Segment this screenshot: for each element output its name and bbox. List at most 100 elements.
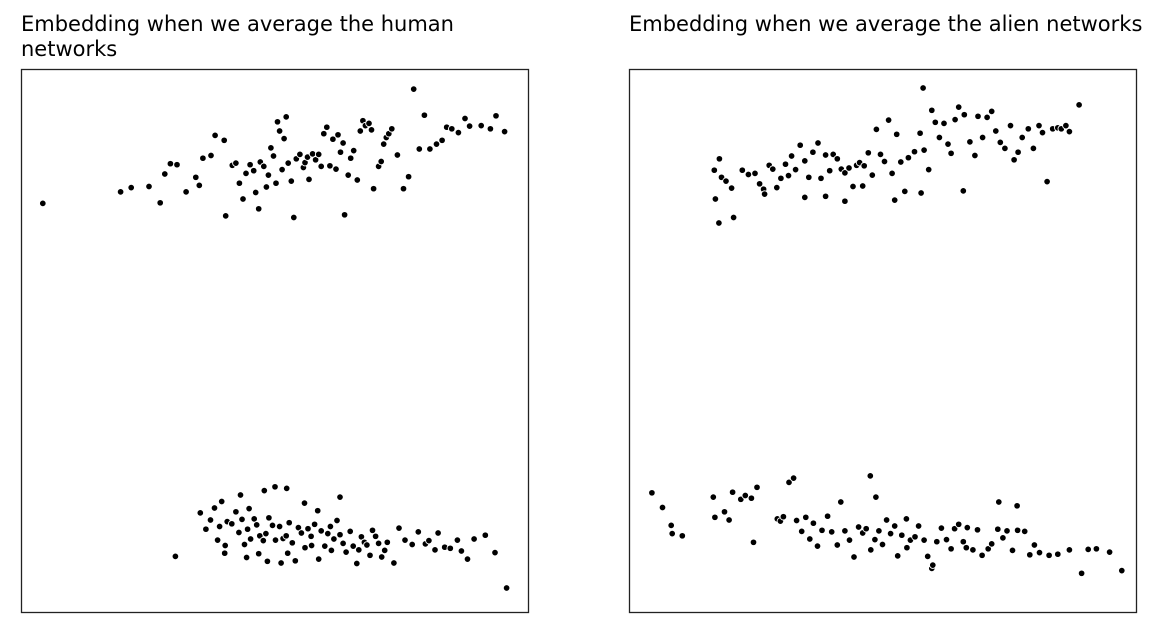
- scatter-point: [173, 160, 181, 169]
- scatter-point: [305, 175, 313, 184]
- scatter-point: [420, 111, 429, 119]
- scatter-point: [1024, 125, 1033, 133]
- scatter-point: [238, 515, 246, 524]
- scatter-point: [809, 519, 818, 527]
- scatter-point: [787, 152, 796, 160]
- scatter-point: [722, 177, 730, 185]
- scatter-point: [821, 192, 830, 201]
- scatter-point: [461, 114, 469, 123]
- scatter-point: [116, 188, 125, 196]
- scatter-point: [1092, 545, 1101, 553]
- scatter-point: [1006, 121, 1015, 130]
- scatter-point: [448, 125, 456, 133]
- scatter-point: [349, 542, 357, 550]
- scatter-points: [39, 85, 511, 592]
- scatter-point: [252, 521, 261, 529]
- scatter-point: [784, 171, 793, 180]
- scatter-point: [192, 173, 200, 182]
- scatter-point: [789, 474, 798, 482]
- scatter-point: [996, 138, 1005, 147]
- scatter-point: [751, 169, 759, 178]
- scatter-point: [1054, 550, 1062, 558]
- scatter-point: [744, 170, 753, 179]
- scatter-point: [220, 136, 228, 145]
- scatter-point: [366, 551, 374, 560]
- scatter-point: [242, 169, 250, 178]
- scatter-point: [446, 544, 455, 553]
- scatter-point: [277, 559, 285, 567]
- scatter-point: [273, 118, 282, 126]
- scatter-point: [283, 549, 292, 557]
- scatter-point: [221, 212, 230, 220]
- scatter-point: [890, 522, 899, 530]
- scatter-point: [327, 546, 336, 555]
- scatter-point: [963, 523, 972, 532]
- scatter-point: [1045, 551, 1053, 560]
- scatter-point: [326, 522, 335, 531]
- scatter-point: [323, 123, 331, 131]
- scatter-point: [500, 127, 509, 136]
- scatter-point: [353, 176, 362, 184]
- scatter-point: [374, 539, 383, 548]
- scatter-point: [245, 504, 253, 513]
- scatter-point: [814, 139, 822, 147]
- scatter-point: [314, 555, 323, 563]
- scatter-point: [275, 127, 284, 135]
- scatter-point: [259, 536, 268, 545]
- scatter-point: [1038, 128, 1047, 137]
- scatter-point: [262, 183, 271, 191]
- scatter-point: [320, 129, 328, 138]
- scatter-point: [330, 535, 338, 543]
- scatter-point: [399, 184, 408, 193]
- scatter-point: [1029, 144, 1038, 153]
- scatter-point: [355, 546, 363, 554]
- scatter-point: [667, 521, 675, 530]
- scatter-point: [271, 536, 280, 544]
- scatter-point: [973, 526, 982, 534]
- scatter-point: [917, 189, 925, 197]
- scatter-point: [409, 85, 418, 93]
- scatter-point: [954, 103, 963, 111]
- scatter-point: [994, 525, 1002, 533]
- scatter-point: [296, 150, 304, 159]
- scatter-point: [860, 162, 868, 170]
- scatter-point: [833, 541, 842, 549]
- scatter-point: [769, 165, 777, 173]
- scatter-point: [339, 139, 347, 147]
- scatter-point: [228, 520, 236, 528]
- scatter-point: [453, 536, 462, 544]
- scatter-point: [431, 546, 439, 554]
- scatter-point: [202, 525, 210, 533]
- scatter-point: [272, 179, 280, 187]
- scatter-point: [145, 182, 153, 191]
- scatter-point: [481, 531, 490, 539]
- scatter-point: [340, 211, 349, 219]
- scatter-point: [886, 529, 895, 538]
- scatter-point: [904, 153, 913, 162]
- scatter-point: [962, 543, 971, 552]
- scatter-point: [841, 527, 849, 535]
- scatter-point: [156, 199, 164, 207]
- scatter-point: [336, 148, 345, 156]
- scatter-point: [287, 177, 296, 185]
- scatter-point: [280, 134, 288, 143]
- scatter-point: [715, 219, 723, 227]
- scatter-point: [314, 150, 323, 159]
- scatter-point: [267, 144, 275, 152]
- scatter-point: [872, 125, 881, 134]
- scatter-point: [329, 135, 337, 143]
- scatter-point: [999, 534, 1007, 542]
- scatter-point: [232, 159, 240, 167]
- scatter-point: [668, 529, 676, 538]
- scatter-point: [878, 540, 887, 549]
- scatter-point: [454, 128, 463, 137]
- scatter-point: [951, 115, 959, 124]
- scatter-point: [802, 513, 810, 522]
- scatter-point: [393, 151, 402, 159]
- scatter-point: [813, 542, 822, 550]
- scatter-point: [368, 526, 377, 535]
- scatter-point: [868, 171, 877, 179]
- scatter-point: [940, 119, 948, 128]
- scatter-point: [710, 166, 719, 174]
- scatter-point: [246, 535, 255, 543]
